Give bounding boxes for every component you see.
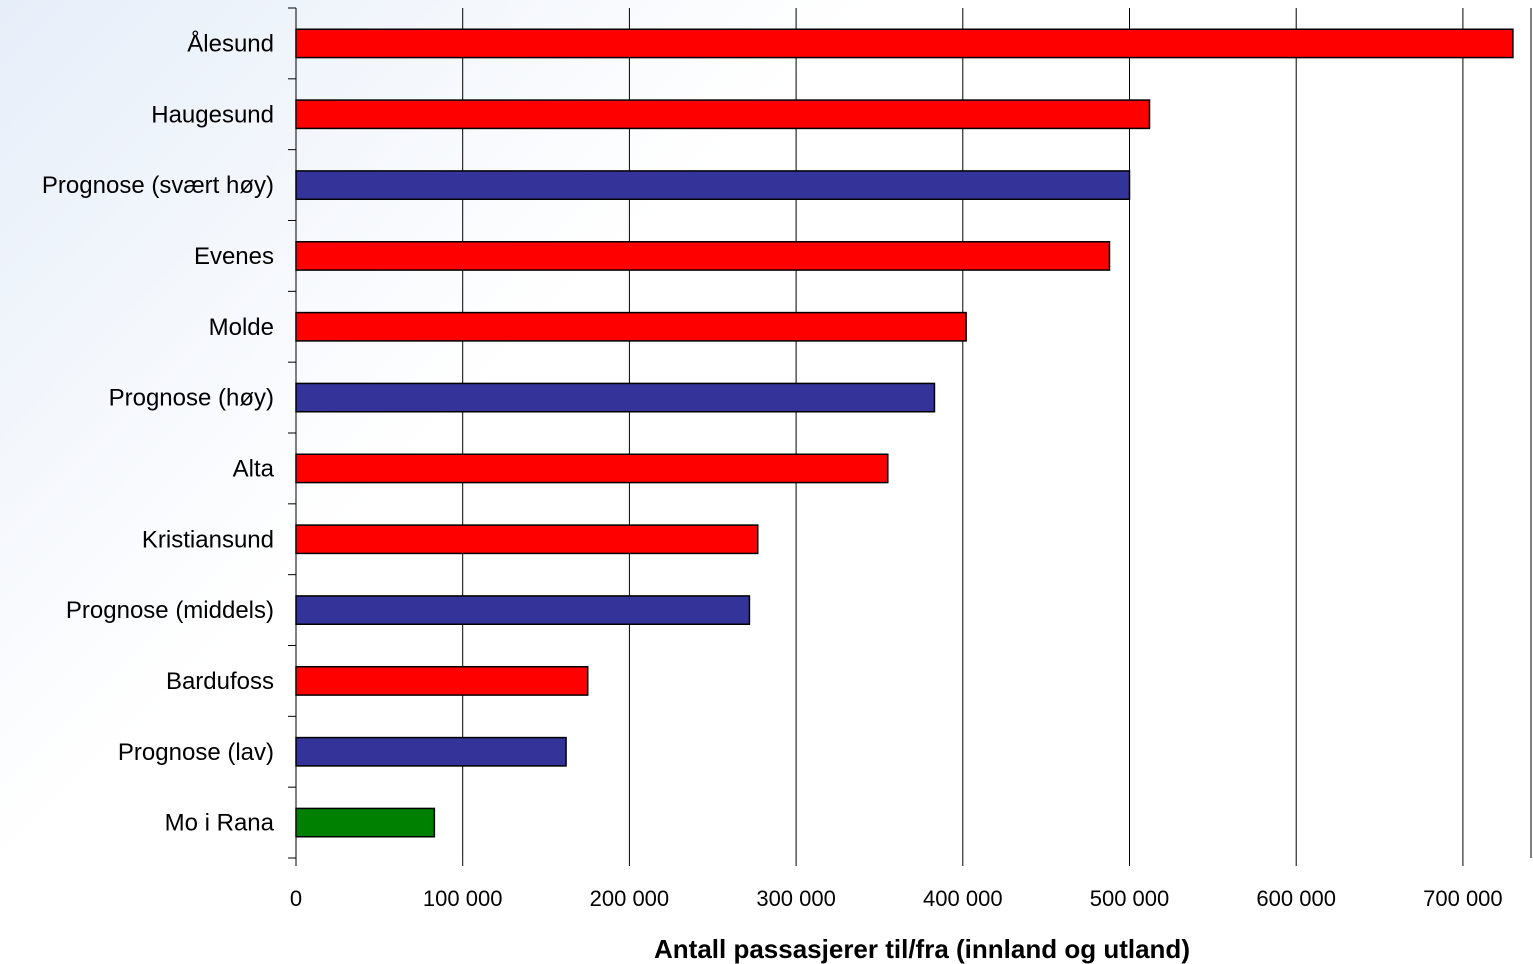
category-label: Prognose (høy) <box>109 385 274 412</box>
category-label: Haugesund <box>151 101 274 128</box>
category-label: Mo i Rana <box>165 810 275 837</box>
bar <box>295 28 1514 59</box>
bar <box>295 736 567 767</box>
category-label: Prognose (lav) <box>118 739 274 766</box>
category-label: Ålesund <box>187 29 274 57</box>
x-tick-label: 100 000 <box>423 886 503 911</box>
x-tick-label: 500 000 <box>1090 886 1170 911</box>
x-tick-label: 600 000 <box>1256 886 1336 911</box>
x-tick-label: 200 000 <box>590 886 670 911</box>
category-label: Molde <box>209 314 274 341</box>
category-label: Kristiansund <box>142 526 274 553</box>
gridlines <box>462 8 1532 858</box>
bar <box>295 595 751 626</box>
category-label: Prognose (svært høy) <box>42 172 274 199</box>
x-tick-label: 300 000 <box>756 886 836 911</box>
bar <box>295 807 436 838</box>
category-label: Alta <box>233 455 275 482</box>
bar <box>295 170 1131 201</box>
bar <box>295 453 889 484</box>
bar <box>295 311 967 342</box>
bars <box>295 28 1514 838</box>
x-tick-label: 700 000 <box>1423 886 1503 911</box>
category-label: Evenes <box>194 243 274 270</box>
bar <box>295 666 589 696</box>
bar <box>295 524 759 555</box>
x-tick-label: 0 <box>290 886 302 911</box>
x-tick-label: 400 000 <box>923 886 1003 911</box>
bar <box>295 382 936 413</box>
x-axis-title: Antall passasjerer til/fra (innland og u… <box>654 934 1190 964</box>
category-labels: Ålesund Haugesund Prognose (svært høy) Even… <box>42 29 275 836</box>
category-label: Bardufoss <box>166 668 274 695</box>
bar <box>295 241 1111 271</box>
bar <box>295 99 1151 130</box>
axes <box>288 7 1464 866</box>
category-label: Prognose (middels) <box>66 597 274 624</box>
x-tick-labels: 0 100 000 200 000 300 000 400 000 500 000 600 … <box>290 886 1503 911</box>
